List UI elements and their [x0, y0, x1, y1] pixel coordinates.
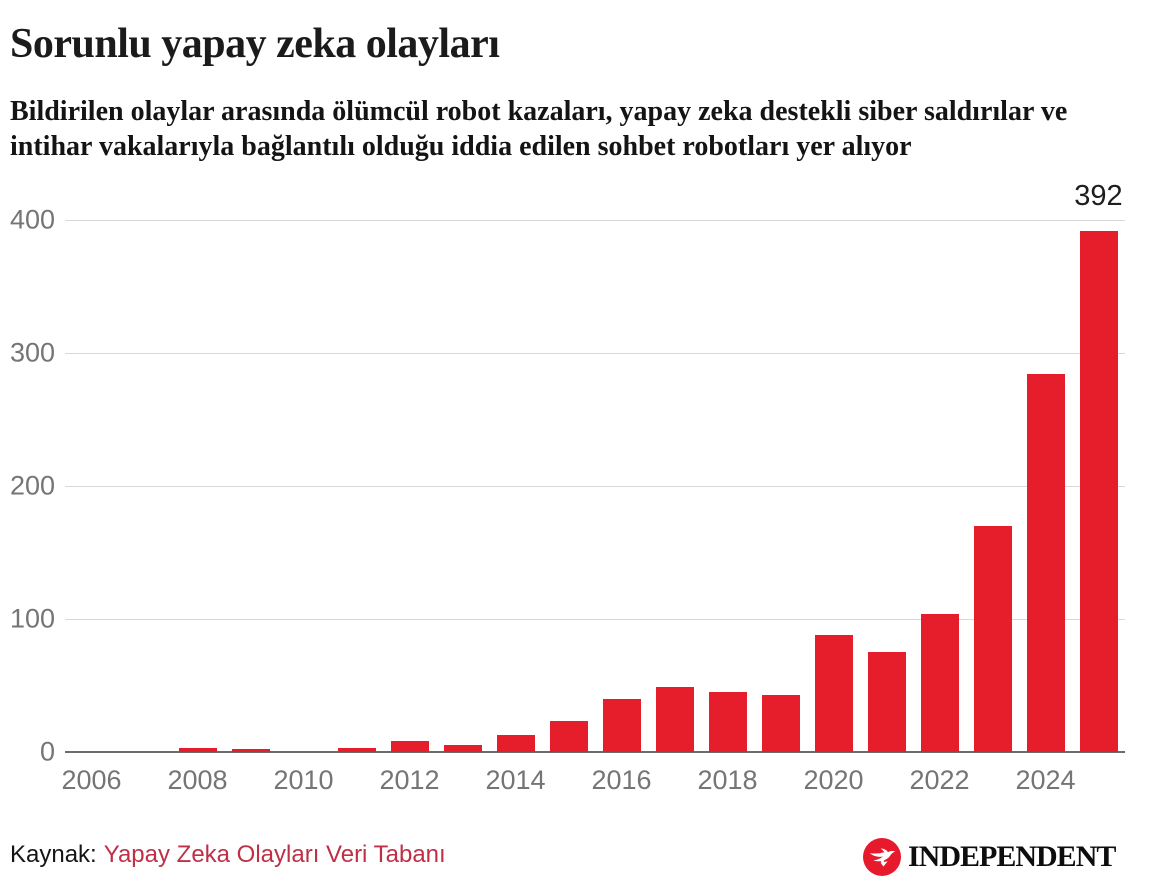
- bar-2008: [178, 748, 217, 752]
- y-axis-label: 300: [9, 337, 55, 368]
- x-axis-label: 2012: [379, 765, 440, 795]
- subtitle-line-1: Bildirilen olaylar arasında ölümcül robo…: [10, 96, 1068, 127]
- gridline: [65, 618, 1125, 620]
- bar-2018: [708, 692, 747, 752]
- independent-eagle-icon: [863, 838, 901, 876]
- x-axis-label: 2010: [273, 765, 334, 795]
- source-label: Kaynak:: [10, 841, 97, 868]
- bar-2022: [920, 613, 959, 752]
- bar-2015: [549, 721, 588, 752]
- bar-2009: [231, 749, 270, 752]
- page-title: Sorunlu yapay zeka olayları: [10, 21, 500, 67]
- y-axis-label: 0: [39, 736, 55, 767]
- gridline: [65, 352, 1125, 354]
- x-axis-label: 2024: [1015, 765, 1076, 795]
- bar-value-label: 392: [1074, 180, 1123, 212]
- independent-logo: INDEPENDENT: [863, 838, 1116, 876]
- x-axis-line: [65, 751, 1125, 753]
- bar-2016: [602, 698, 641, 752]
- bar-2023: [973, 525, 1012, 752]
- bar-2017: [655, 686, 694, 752]
- gridline: [65, 485, 1125, 487]
- gridline: [65, 219, 1125, 221]
- source-link[interactable]: Yapay Zeka Olayları Veri Tabanı: [103, 841, 446, 868]
- subtitle-line-2: intihar vakalarıyla bağlantılı olduğu id…: [10, 131, 912, 162]
- y-axis-label: 100: [9, 603, 55, 634]
- x-axis-label: 2006: [61, 765, 122, 795]
- bar-2024: [1026, 374, 1065, 752]
- x-axis-label: 2018: [697, 765, 758, 795]
- x-axis-label: 2016: [591, 765, 652, 795]
- bar-2019: [761, 694, 800, 752]
- bar-2011: [337, 748, 376, 752]
- x-axis-label: 2020: [803, 765, 864, 795]
- chart-subtitle: Bildirilen olaylar arasında ölümcül robo…: [10, 94, 1067, 164]
- bar-2013: [443, 745, 482, 752]
- bar-chart: 0 100 200 300 400 2006 2008 2010 2012 2014 2016 201…: [0, 180, 1175, 795]
- y-axis-label: 400: [9, 204, 55, 235]
- x-axis-label: 2008: [167, 765, 228, 795]
- bar-2012: [390, 741, 429, 752]
- x-axis-label: 2014: [485, 765, 546, 795]
- y-axis-label: 200: [9, 470, 55, 501]
- bar-2020: [814, 634, 853, 752]
- x-axis-label: 2022: [909, 765, 970, 795]
- bar-2014: [496, 734, 535, 752]
- bar-2025: [1079, 230, 1118, 752]
- brand-wordmark: INDEPENDENT: [908, 840, 1116, 873]
- bar-2021: [867, 652, 906, 752]
- source: Kaynak: Yapay Zeka Olayları Veri Tabanı: [10, 841, 446, 869]
